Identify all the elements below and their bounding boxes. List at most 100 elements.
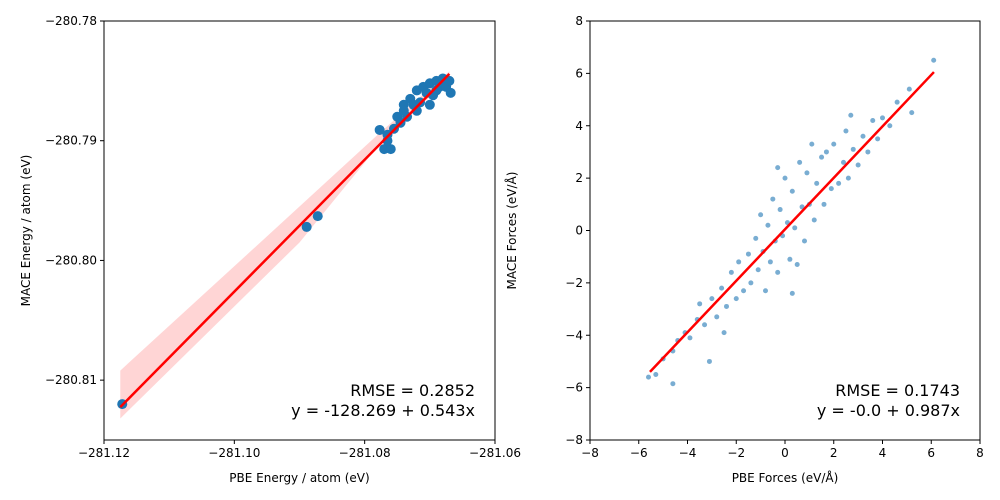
- axes: −8 −6 −4 −2 0 2 4 6 8 −8 −6 −4 −2 0 2 4 6 8 PBE Forces (eV…: [504, 14, 984, 485]
- data-point: [887, 123, 893, 129]
- data-point: [733, 296, 739, 302]
- data-point: [374, 124, 385, 135]
- data-point: [821, 201, 827, 207]
- data-point: [860, 133, 866, 139]
- y-axis-label: MACE Energy / atom (eV): [19, 155, 33, 307]
- data-point: [753, 235, 759, 241]
- data-point: [843, 128, 849, 134]
- data-point: [792, 225, 798, 231]
- data-point: [906, 86, 912, 92]
- data-point: [841, 159, 846, 165]
- data-point: [755, 267, 761, 273]
- annotation: RMSE = 0.1743: [835, 381, 960, 400]
- annotation: y = -0.0 + 0.987x: [817, 401, 960, 420]
- data-point: [770, 196, 776, 202]
- x-tick-label: 0: [781, 446, 789, 460]
- plot-frame: [103, 20, 496, 441]
- y-tick-label: 8: [575, 14, 583, 28]
- data-point: [850, 146, 856, 152]
- x-tick-label: 4: [879, 446, 887, 460]
- y-tick-label: 4: [575, 119, 583, 133]
- annotation: RMSE = 0.2852: [350, 381, 475, 400]
- data-point: [848, 112, 854, 118]
- y-tick-label: −4: [565, 328, 583, 342]
- x-tick-label: −8: [581, 446, 599, 460]
- x-tick-label: −4: [679, 446, 697, 460]
- data-point: [702, 322, 708, 328]
- data-point: [797, 159, 803, 165]
- data-point: [687, 335, 693, 341]
- x-tick-label: −6: [630, 446, 648, 460]
- data-point: [424, 99, 435, 110]
- data-point: [385, 144, 396, 155]
- x-tick-label: 2: [830, 446, 838, 460]
- y-tick-label: −2: [565, 276, 583, 290]
- annotation: y = -128.269 + 0.543x: [291, 401, 475, 420]
- y-tick-label: 2: [575, 171, 583, 185]
- data-point: [736, 259, 742, 265]
- x-tick-label: −2: [727, 446, 745, 460]
- data-point: [741, 288, 747, 294]
- data-point: [931, 57, 937, 63]
- data-point: [714, 314, 720, 320]
- data-point: [748, 280, 754, 286]
- data-point: [870, 118, 876, 124]
- data-point: [855, 162, 861, 168]
- data-point: [782, 175, 788, 181]
- data-point: [875, 136, 881, 142]
- plot-frame: [589, 20, 981, 441]
- x-tick-label: 8: [976, 446, 984, 460]
- data-point: [312, 211, 323, 222]
- y-tick-label: −280.78: [45, 14, 97, 28]
- data-point: [894, 99, 900, 105]
- axes: −281.12 −281.10 −281.08 −281.06 −280.81 −280.…: [19, 14, 521, 485]
- data-point: [811, 217, 817, 223]
- x-axis-label: PBE Energy / atom (eV): [229, 471, 369, 485]
- data-point: [706, 358, 712, 364]
- data-point: [880, 115, 885, 121]
- y-tick-label: 0: [575, 224, 583, 238]
- data-point: [670, 381, 676, 387]
- y-tick-label: −6: [565, 381, 583, 395]
- y-tick-label: −280.80: [45, 253, 97, 267]
- data-point: [809, 141, 815, 147]
- y-tick-label: 6: [575, 66, 583, 80]
- data-point: [758, 212, 764, 218]
- data-point: [802, 238, 807, 244]
- data-point: [789, 290, 795, 296]
- data-point: [763, 288, 768, 294]
- x-tick-label: 6: [927, 446, 935, 460]
- data-point: [845, 175, 851, 181]
- data-point: [719, 285, 725, 291]
- data-point: [301, 221, 312, 232]
- data-point: [724, 303, 729, 309]
- data-point: [819, 154, 825, 160]
- data-point: [728, 269, 734, 275]
- y-tick-label: −280.81: [45, 373, 97, 387]
- fit-line: [119, 73, 451, 408]
- data-point: [828, 186, 834, 192]
- data-point: [765, 222, 771, 228]
- x-tick-label: −281.08: [339, 446, 391, 460]
- data-point: [745, 251, 751, 257]
- data-point: [787, 256, 793, 262]
- data-point: [804, 170, 810, 176]
- data-point: [823, 149, 829, 155]
- data-point: [836, 180, 842, 186]
- data-point: [398, 105, 409, 116]
- data-point: [709, 296, 715, 302]
- y-axis-label: MACE Forces (eV/Å): [504, 172, 519, 290]
- x-tick-label: −281.12: [78, 446, 130, 460]
- data-point: [767, 259, 773, 265]
- data-point: [775, 269, 781, 275]
- x-tick-label: −281.06: [469, 446, 521, 460]
- data-point: [909, 110, 915, 116]
- y-tick-label: −8: [565, 433, 583, 447]
- data-point: [775, 165, 781, 171]
- data-point: [444, 75, 455, 86]
- y-tick-label: −280.79: [45, 134, 97, 148]
- data-point: [721, 330, 727, 336]
- data-point: [445, 87, 456, 98]
- data-point: [794, 262, 800, 268]
- fit-line: [649, 71, 935, 373]
